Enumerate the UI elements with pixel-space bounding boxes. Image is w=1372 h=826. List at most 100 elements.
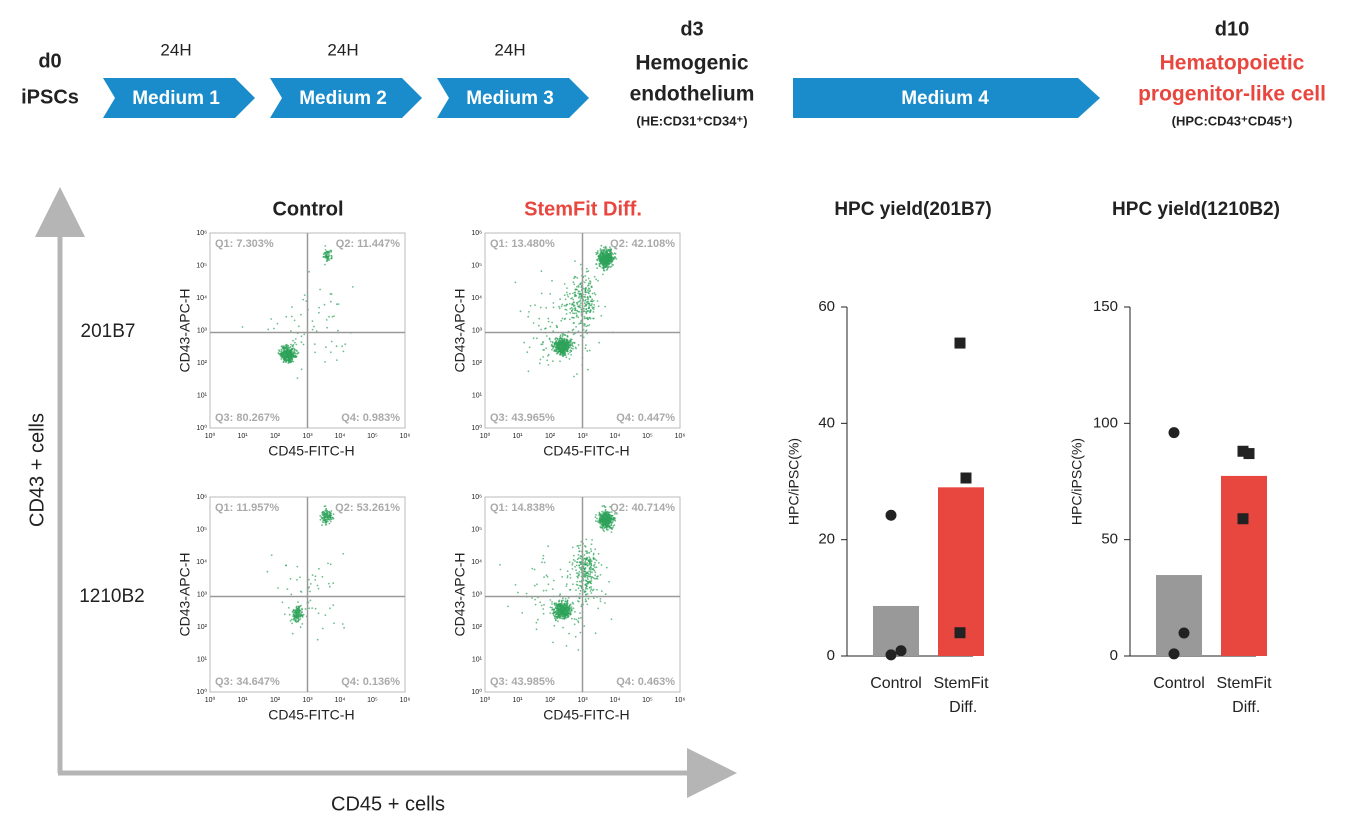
event-dot (566, 293, 569, 296)
event-dot (567, 344, 570, 346)
y-axis-label: CD43-APC-H (452, 288, 468, 372)
event-dot (584, 579, 587, 582)
event-dot (325, 513, 328, 515)
event-dot (596, 267, 598, 270)
event-dot (570, 338, 572, 341)
event-dot (569, 577, 572, 579)
y-tick-label: 10⁵ (471, 526, 482, 533)
event-dot (590, 586, 593, 588)
event-dot (330, 254, 333, 257)
event-dot (293, 348, 296, 351)
x-tick-label: 10² (545, 697, 556, 704)
event-dot (569, 603, 572, 606)
event-dot (602, 250, 605, 253)
bar (1156, 575, 1202, 656)
day-label: d3 (680, 18, 703, 40)
event-dot (577, 344, 580, 346)
event-dot (604, 511, 607, 513)
event-dot (557, 613, 559, 615)
event-dot (603, 512, 606, 515)
event-dot (571, 568, 574, 570)
event-dot (279, 352, 282, 355)
event-dot (573, 341, 576, 344)
event-dot (545, 306, 548, 309)
event-dot (560, 340, 563, 343)
event-dot (569, 588, 571, 591)
event-dot (300, 591, 303, 593)
event-dot (554, 618, 557, 621)
event-dot (297, 613, 299, 615)
event-dot (296, 377, 299, 379)
event-dot (327, 259, 329, 261)
event-dot (576, 285, 578, 288)
event-dot (290, 593, 293, 596)
event-dot (573, 312, 576, 315)
event-dot (560, 615, 563, 617)
event-dot (601, 505, 604, 507)
event-dot (564, 597, 567, 600)
flow-plot: Q1: 14.838% Q2: 40.714% Q3: 43.985% Q4: 0.4… (452, 494, 686, 723)
duration: 24H (327, 40, 358, 59)
x-tick-label: 10² (270, 433, 281, 440)
event-dot (608, 511, 610, 514)
event-dot (601, 510, 603, 513)
event-dot (586, 593, 589, 595)
event-dot (580, 581, 582, 583)
event-dot (292, 351, 295, 354)
event-dot (539, 306, 542, 309)
y-tick-label: 10⁰ (196, 424, 207, 432)
x-tick-label: 10⁵ (367, 433, 378, 440)
event-dot (551, 601, 553, 603)
event-dot (528, 346, 531, 349)
event-dot (564, 354, 567, 357)
event-dot (574, 307, 577, 309)
event-dot (571, 563, 574, 566)
event-dot (294, 338, 297, 340)
event-dot (590, 285, 593, 288)
event-dot (569, 311, 571, 314)
event-dot (579, 322, 582, 324)
event-dot (291, 353, 293, 356)
event-dot (571, 303, 574, 306)
event-dot (570, 347, 573, 350)
event-dot (331, 315, 334, 318)
event-dot (587, 282, 590, 285)
event-dot (545, 327, 547, 330)
event-dot (572, 312, 574, 314)
event-dot (303, 294, 306, 296)
event-dot (612, 516, 615, 519)
event-dot (293, 319, 296, 322)
event-dot (571, 329, 574, 332)
event-dot (589, 548, 592, 550)
event-dot (604, 260, 607, 263)
x-tick-label: 10² (270, 697, 281, 704)
event-dot (324, 361, 326, 363)
event-dot (557, 339, 559, 341)
event-dot (576, 545, 579, 547)
event-dot (561, 339, 564, 341)
event-dot (599, 256, 601, 259)
event-dot (343, 626, 345, 629)
event-dot (537, 324, 540, 327)
event-dot (586, 588, 589, 590)
event-dot (313, 325, 315, 328)
event-dot (280, 358, 283, 360)
event-dot (594, 516, 597, 518)
event-dot (563, 607, 565, 609)
event-dot (593, 292, 596, 294)
event-dot (299, 576, 301, 579)
event-dot (585, 286, 587, 289)
event-dot (538, 362, 541, 365)
event-dot (590, 582, 593, 585)
event-dot (559, 611, 561, 614)
event-dot (294, 341, 296, 344)
event-dot (309, 583, 312, 585)
event-dot (591, 539, 593, 541)
event-dot (570, 354, 572, 356)
event-dot (294, 619, 297, 621)
event-dot (292, 355, 295, 357)
event-dot (341, 345, 344, 348)
event-dot (571, 562, 574, 564)
event-dot (593, 304, 596, 306)
event-dot (583, 281, 586, 284)
